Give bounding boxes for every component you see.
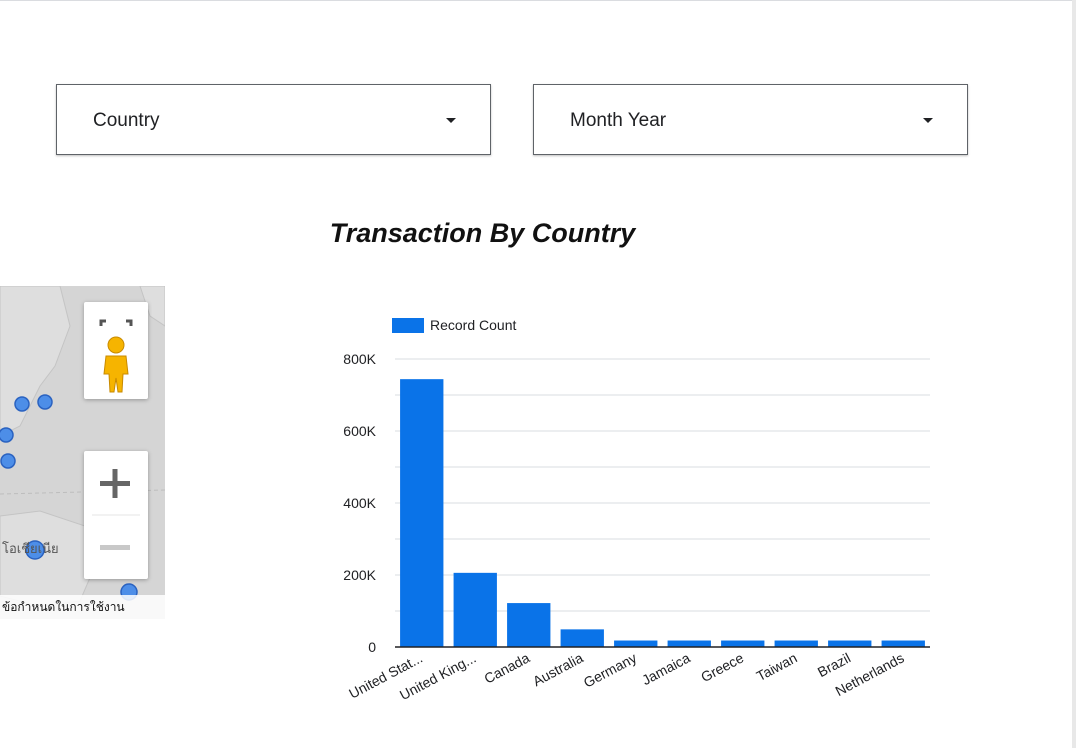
map-marker [0,453,16,469]
x-tick-label: Australia [530,649,586,689]
bar[interactable] [667,640,711,647]
geo-map[interactable]: โอเชียเนีย [0,286,165,619]
y-tick-label: 200K [343,567,376,583]
map-marker [0,427,14,443]
country-filter-dropdown[interactable]: Country [56,84,491,155]
chevron-down-icon [446,118,456,123]
bar[interactable] [453,572,497,647]
bar[interactable] [881,640,925,647]
x-tick-label: Brazil [815,650,853,681]
frame-top-border [0,0,1076,1]
chart-title: Transaction By Country [329,218,636,248]
map-marker [14,396,30,412]
bar[interactable] [828,640,872,647]
y-tick-label: 400K [343,495,376,511]
zoom-buttons[interactable] [84,451,148,579]
map-marker [37,394,53,410]
month-year-filter-dropdown[interactable]: Month Year [533,84,968,155]
street-view-control[interactable] [84,302,148,399]
x-tick-label: Taiwan [754,650,800,685]
frame-right-border [1072,0,1076,748]
bar[interactable] [721,640,765,647]
bar[interactable] [560,629,604,647]
fullscreen-icon[interactable] [84,302,148,399]
chevron-down-icon [923,118,933,123]
map-place-label: โอเชียเนีย [2,542,59,557]
x-tick-label: Canada [481,649,532,686]
bar[interactable] [507,603,551,647]
y-tick-label: 600K [343,423,376,439]
zoom-in-icon [100,469,130,498]
country-filter-label: Country [93,110,160,131]
x-tick-label: Greece [698,649,746,685]
x-tick-label: Jamaica [639,649,693,688]
y-tick-label: 0 [368,639,376,655]
map-marker [25,540,45,560]
pegman-icon[interactable] [84,302,148,399]
legend-swatch [392,318,424,333]
legend-label: Record Count [430,317,516,333]
bar[interactable] [400,379,444,647]
zoom-control[interactable] [84,451,148,579]
month-year-filter-label: Month Year [570,110,667,131]
map-terms-link[interactable]: ข้อกำหนดในการใช้งาน [0,595,165,619]
bar[interactable] [614,640,658,647]
zoom-out-icon [100,545,130,550]
y-tick-label: 800K [343,351,376,367]
x-tick-label: Germany [581,650,639,691]
bar[interactable] [774,640,818,647]
